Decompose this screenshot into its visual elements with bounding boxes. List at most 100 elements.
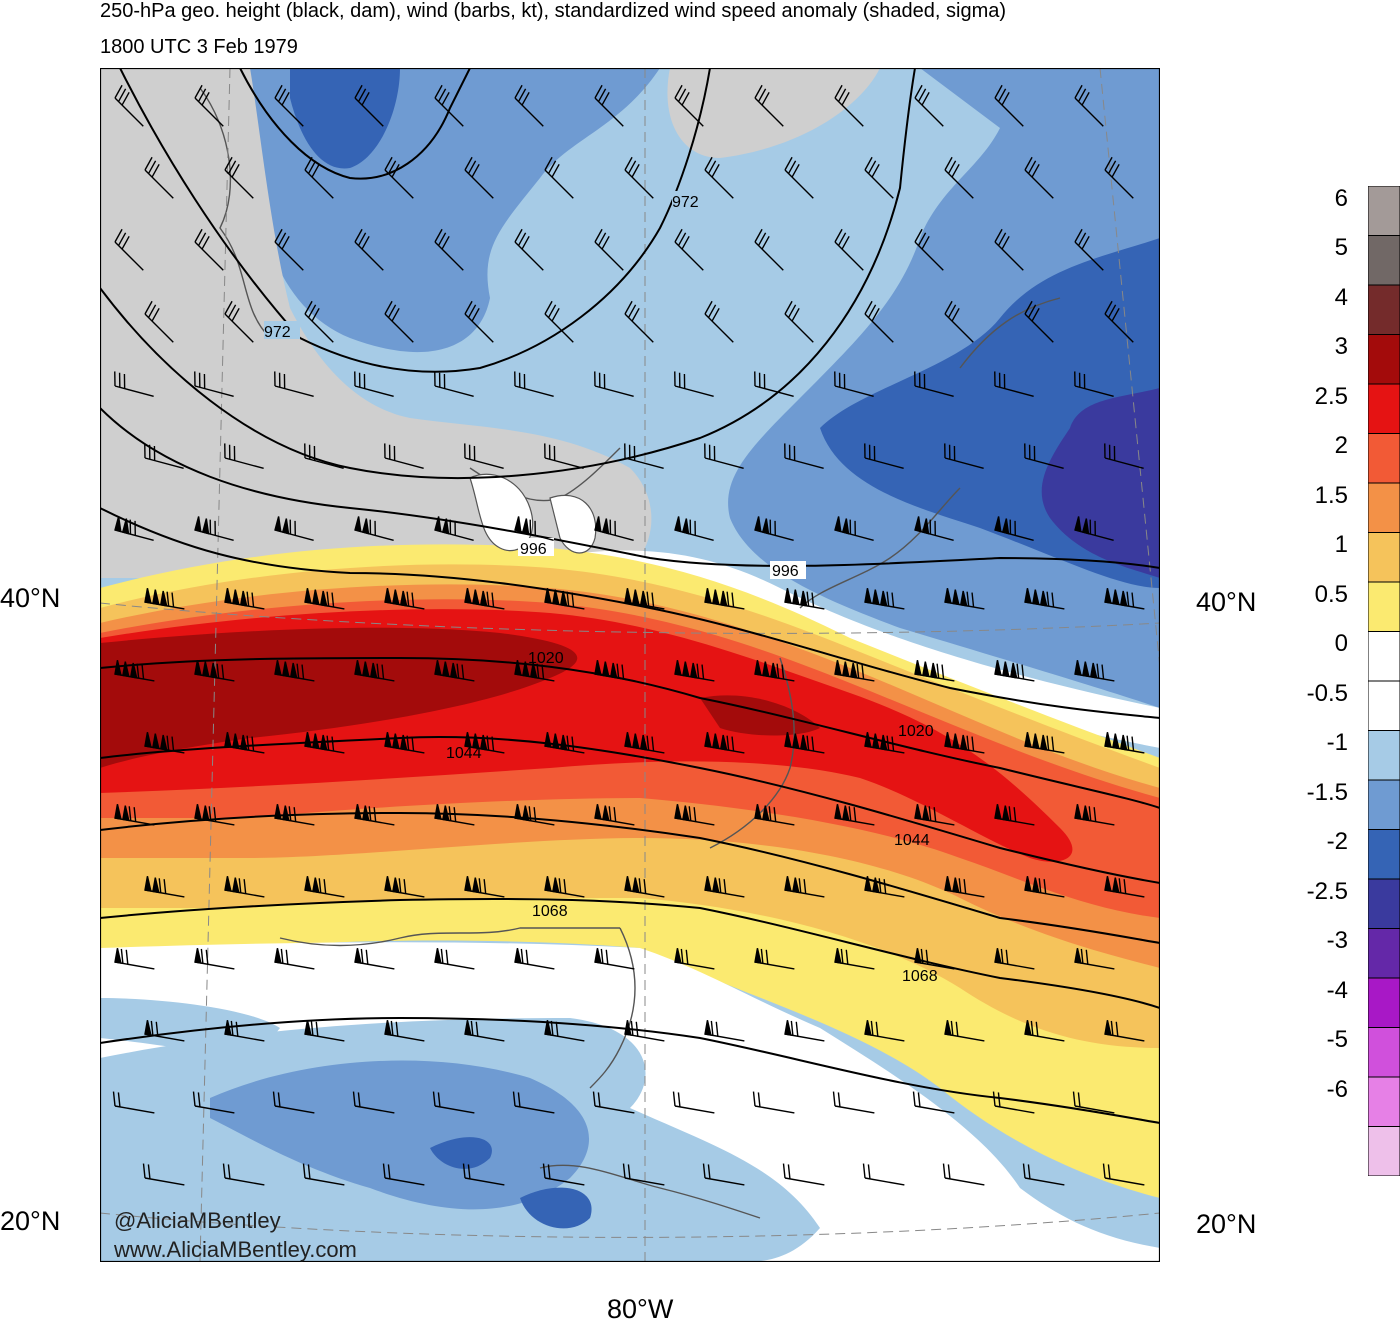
wind-barb <box>914 228 944 271</box>
wind-barb <box>1024 732 1065 754</box>
credit-website: www.AliciaMBentley.com <box>114 1237 357 1262</box>
lon-label-80w: 80°W <box>607 1294 674 1324</box>
wind-barb <box>944 300 974 343</box>
contour-label-996-east: 996 <box>772 563 799 580</box>
wind-barb <box>514 228 544 271</box>
wind-barb <box>784 443 824 470</box>
colorbar-swatch <box>1368 334 1400 385</box>
wind-barb <box>994 948 1035 970</box>
wind-barb <box>834 516 874 542</box>
wind-barb <box>354 804 395 826</box>
wind-barb <box>674 371 714 398</box>
wind-barb <box>864 876 905 898</box>
colorbar-label: 0.5 <box>1314 580 1348 608</box>
wind-barb <box>864 1020 905 1042</box>
wind-barb <box>914 516 954 542</box>
wind-barb <box>704 443 744 470</box>
colorbar-swatch <box>1368 1027 1400 1078</box>
wind-barb <box>674 228 704 271</box>
colorbar-swatch <box>1368 730 1400 781</box>
wind-barb <box>624 300 654 343</box>
wind-barb <box>224 156 254 199</box>
wind-barb <box>144 156 174 199</box>
wind-barb <box>834 371 874 398</box>
height-contours <box>100 68 1160 1124</box>
colorbar-label: -6 <box>1326 1075 1348 1103</box>
wind-barb <box>144 300 174 343</box>
contour-label-1068-east: 1068 <box>902 968 938 985</box>
wind-barb <box>464 732 505 754</box>
wind-barb <box>464 156 494 199</box>
wind-barb <box>754 84 784 127</box>
wind-barb <box>222 1163 265 1186</box>
wind-barb <box>354 516 394 542</box>
colorbar-label: -5 <box>1326 1026 1348 1053</box>
wind-barb <box>272 1091 315 1114</box>
wind-barb <box>544 876 585 898</box>
wind-barb <box>674 804 715 826</box>
shade-three-sigma <box>100 627 578 768</box>
wind-barb <box>514 371 554 398</box>
wind-barb <box>354 84 384 127</box>
weather-map: 972 972 996 996 1020 1020 1044 1044 1068… <box>100 68 1160 1262</box>
wind-barb <box>944 443 984 470</box>
wind-barb <box>304 588 345 610</box>
colorbar-label: 2.5 <box>1314 382 1348 410</box>
wind-barb <box>194 371 234 398</box>
wind-barb <box>832 1091 875 1114</box>
wind-barb <box>1074 516 1114 542</box>
wind-barb <box>782 1163 825 1186</box>
wind-barb <box>304 156 334 199</box>
wind-barb <box>594 84 624 127</box>
wind-barb <box>114 948 155 970</box>
colorbar-swatch <box>1368 779 1400 830</box>
wind-barb <box>864 156 894 199</box>
wind-barb <box>544 443 584 470</box>
wind-barb <box>704 300 734 343</box>
shade-minus-two-half <box>1041 388 1160 578</box>
colorbar-swatch <box>1368 284 1400 335</box>
wind-barb <box>384 443 424 470</box>
wind-barb <box>384 876 425 898</box>
wind-barb <box>194 660 235 682</box>
wind-barb <box>942 1163 985 1186</box>
shade-caribbean-dark <box>430 1137 492 1169</box>
colorbar-swatch <box>1368 186 1400 236</box>
shade-three-sigma-east <box>700 695 820 736</box>
colorbar-swatch <box>1368 928 1400 979</box>
wind-barb <box>512 1091 555 1114</box>
wind-barb <box>382 1163 425 1186</box>
wind-barb <box>384 732 425 754</box>
colorbar-swatch <box>1368 680 1400 731</box>
wind-barb <box>1024 588 1065 610</box>
wind-barb <box>914 84 944 127</box>
wind-barb <box>674 660 715 682</box>
colorbar-label: 2 <box>1334 432 1348 459</box>
wind-barb <box>304 300 334 343</box>
wind-barb <box>624 1020 665 1042</box>
wind-barb <box>114 84 144 127</box>
map-title: 250-hPa geo. height (black, dam), wind (… <box>100 0 1007 22</box>
wind-barb <box>114 660 155 682</box>
wind-barb <box>384 1020 425 1042</box>
wind-barb <box>864 588 905 610</box>
wind-barb <box>754 228 784 271</box>
wind-barb <box>864 443 904 470</box>
wind-barb <box>594 948 635 970</box>
wind-barb <box>1074 84 1104 127</box>
wind-barb <box>1104 588 1145 610</box>
wind-barb <box>274 516 314 542</box>
wind-barb <box>274 371 314 398</box>
wind-barb <box>542 1163 585 1186</box>
colorbar-swatch <box>1368 482 1400 533</box>
wind-barb <box>514 948 555 970</box>
wind-barb <box>594 516 634 542</box>
wind-barb <box>304 443 344 470</box>
wind-barb <box>674 516 714 542</box>
wind-barb <box>864 732 905 754</box>
colorbar-label: -2.5 <box>1306 877 1348 905</box>
wind-barb <box>784 732 825 754</box>
wind-barb <box>514 84 544 127</box>
wind-barb <box>622 1163 665 1186</box>
wind-barb <box>114 804 155 826</box>
